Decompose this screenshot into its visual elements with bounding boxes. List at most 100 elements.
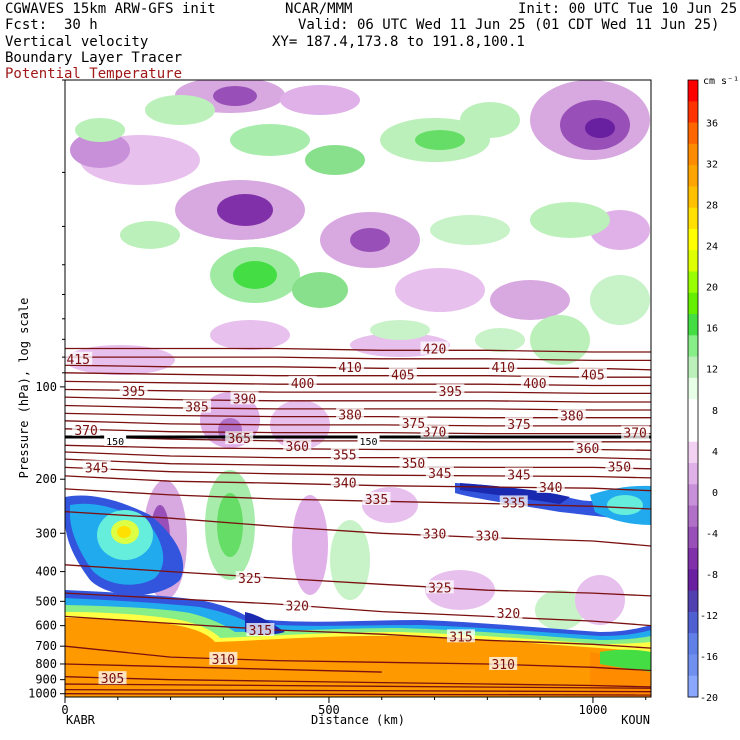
theta-label-bg <box>288 375 317 389</box>
theta-label-bg <box>446 629 475 643</box>
boundary-layer-tracer-field <box>65 483 651 697</box>
theta-contour-labels: 305 310 310 315 315 320 320 325 325 330 330 335 335 3… <box>65 341 650 687</box>
w-blob <box>233 261 277 289</box>
header-init-time: Init: 00 UTC Tue 10 Jun 25 <box>518 1 737 17</box>
theta-contour-330 <box>65 510 651 547</box>
theta-label-410: 410 <box>338 361 361 376</box>
theta-contour-385 <box>65 404 651 411</box>
theta-label-bg <box>420 341 449 355</box>
y-tick-label: 1000 <box>28 687 57 701</box>
header-fcst-label: Fcst: <box>5 17 47 33</box>
theta-contour-extra <box>65 663 382 673</box>
colorbar-label: 32 <box>706 160 718 171</box>
y-tick-label: 400 <box>35 565 57 579</box>
theta-label-385: 385 <box>185 401 208 416</box>
colorbar-swatch <box>688 356 698 379</box>
theta-label-400: 400 <box>291 377 314 392</box>
theta-contour-400 <box>65 380 651 387</box>
w-blob <box>145 95 215 125</box>
theta-label-bg <box>578 367 607 381</box>
theta-contour-340 <box>65 475 651 492</box>
theta-label-395: 395 <box>122 385 145 400</box>
theta-label-380: 380 <box>560 410 583 425</box>
colorbar-label: 28 <box>706 201 718 212</box>
colorbar-swatch <box>688 122 698 145</box>
w-blob <box>530 202 610 238</box>
theta-label-bg <box>489 359 518 373</box>
colorbar-swatch <box>688 590 698 613</box>
theta-label-bg <box>494 605 523 619</box>
theta-contour-lines <box>65 347 651 696</box>
theta-contour-345 <box>65 466 651 479</box>
theta-label-bg <box>436 383 465 397</box>
theta-label-bg <box>230 391 259 405</box>
y-tick-label: 500 <box>35 594 57 608</box>
colorbar-swatch <box>688 228 698 251</box>
colorbar-swatch <box>688 143 698 166</box>
colorbar-swatch <box>688 165 698 187</box>
theta-label-350: 350 <box>402 457 425 472</box>
theta-contour-375 <box>65 420 651 427</box>
colorbar-swatch <box>688 654 698 677</box>
w-blob <box>350 228 390 252</box>
theta-label-bg <box>425 466 454 480</box>
theta-label-bg <box>225 431 254 445</box>
header-model-title: CGWAVES 15km ARW-GFS init <box>5 1 216 17</box>
theta-label-340: 340 <box>333 477 356 492</box>
colorbar-frame <box>687 79 699 698</box>
theta-label-bg <box>82 460 111 474</box>
x-tick-label: 0 <box>61 703 68 717</box>
colorbar-swatch <box>688 526 698 549</box>
theta-label-340: 340 <box>539 481 562 496</box>
theta-label-315: 315 <box>249 624 272 639</box>
colorbar-label: 16 <box>706 324 718 335</box>
theta-label-360: 360 <box>576 442 599 457</box>
colorbar-label: 20 <box>706 283 718 294</box>
w-blob <box>585 118 615 138</box>
theta-label-410: 410 <box>491 361 514 376</box>
theta-label-bg <box>330 475 359 489</box>
theta-label-bg <box>573 440 602 454</box>
theta-label-bg <box>388 367 417 381</box>
theta-contour-extra <box>65 689 651 693</box>
colorbar-swatch <box>688 250 698 272</box>
colorbar-label: -12 <box>700 611 718 622</box>
w-blob <box>430 215 510 245</box>
theta-label-bg <box>283 439 312 453</box>
theta-contour-extra <box>65 683 651 689</box>
theta-contour-370 <box>65 428 651 435</box>
tracer-label: 150 <box>360 437 378 448</box>
plot-area: 305 310 310 315 315 320 320 325 325 330 330 335 335 3… <box>65 80 651 697</box>
w-blob <box>305 145 365 175</box>
y-tick-label: 300 <box>35 526 57 540</box>
colorbar-label: -8 <box>706 570 718 581</box>
colorbar-swatch <box>688 569 698 592</box>
y-tick-label: 800 <box>35 657 57 671</box>
theta-label-bg <box>520 375 549 389</box>
colorbar-label: 4 <box>712 447 718 458</box>
theta-label-bg <box>605 459 634 473</box>
colorbar: 36 32 28 24 20 16 12 8 4 0 -4 -8 -12 -16 -20 <box>687 79 718 704</box>
w-blob <box>292 272 348 308</box>
theta-label-bg <box>362 492 391 506</box>
theta-label-bg <box>557 408 586 422</box>
w-blob <box>370 320 430 340</box>
theta-contour-320 <box>65 592 651 627</box>
theta-label-bg <box>425 580 454 594</box>
x-tick-label: 500 <box>318 703 340 717</box>
theta-label-400: 400 <box>523 377 546 392</box>
theta-label-405: 405 <box>391 368 414 383</box>
colorbar-label: 24 <box>706 242 718 253</box>
w-blob <box>395 268 485 312</box>
colorbar-label: 0 <box>712 488 718 499</box>
w-blob <box>75 118 125 142</box>
theta-label-330: 330 <box>476 529 499 544</box>
y-tick-label: 700 <box>35 639 57 653</box>
theta-label-bg <box>330 447 359 461</box>
tracer-plume <box>117 526 131 538</box>
colorbar-label: 12 <box>706 365 718 376</box>
theta-label-305: 305 <box>101 672 124 687</box>
